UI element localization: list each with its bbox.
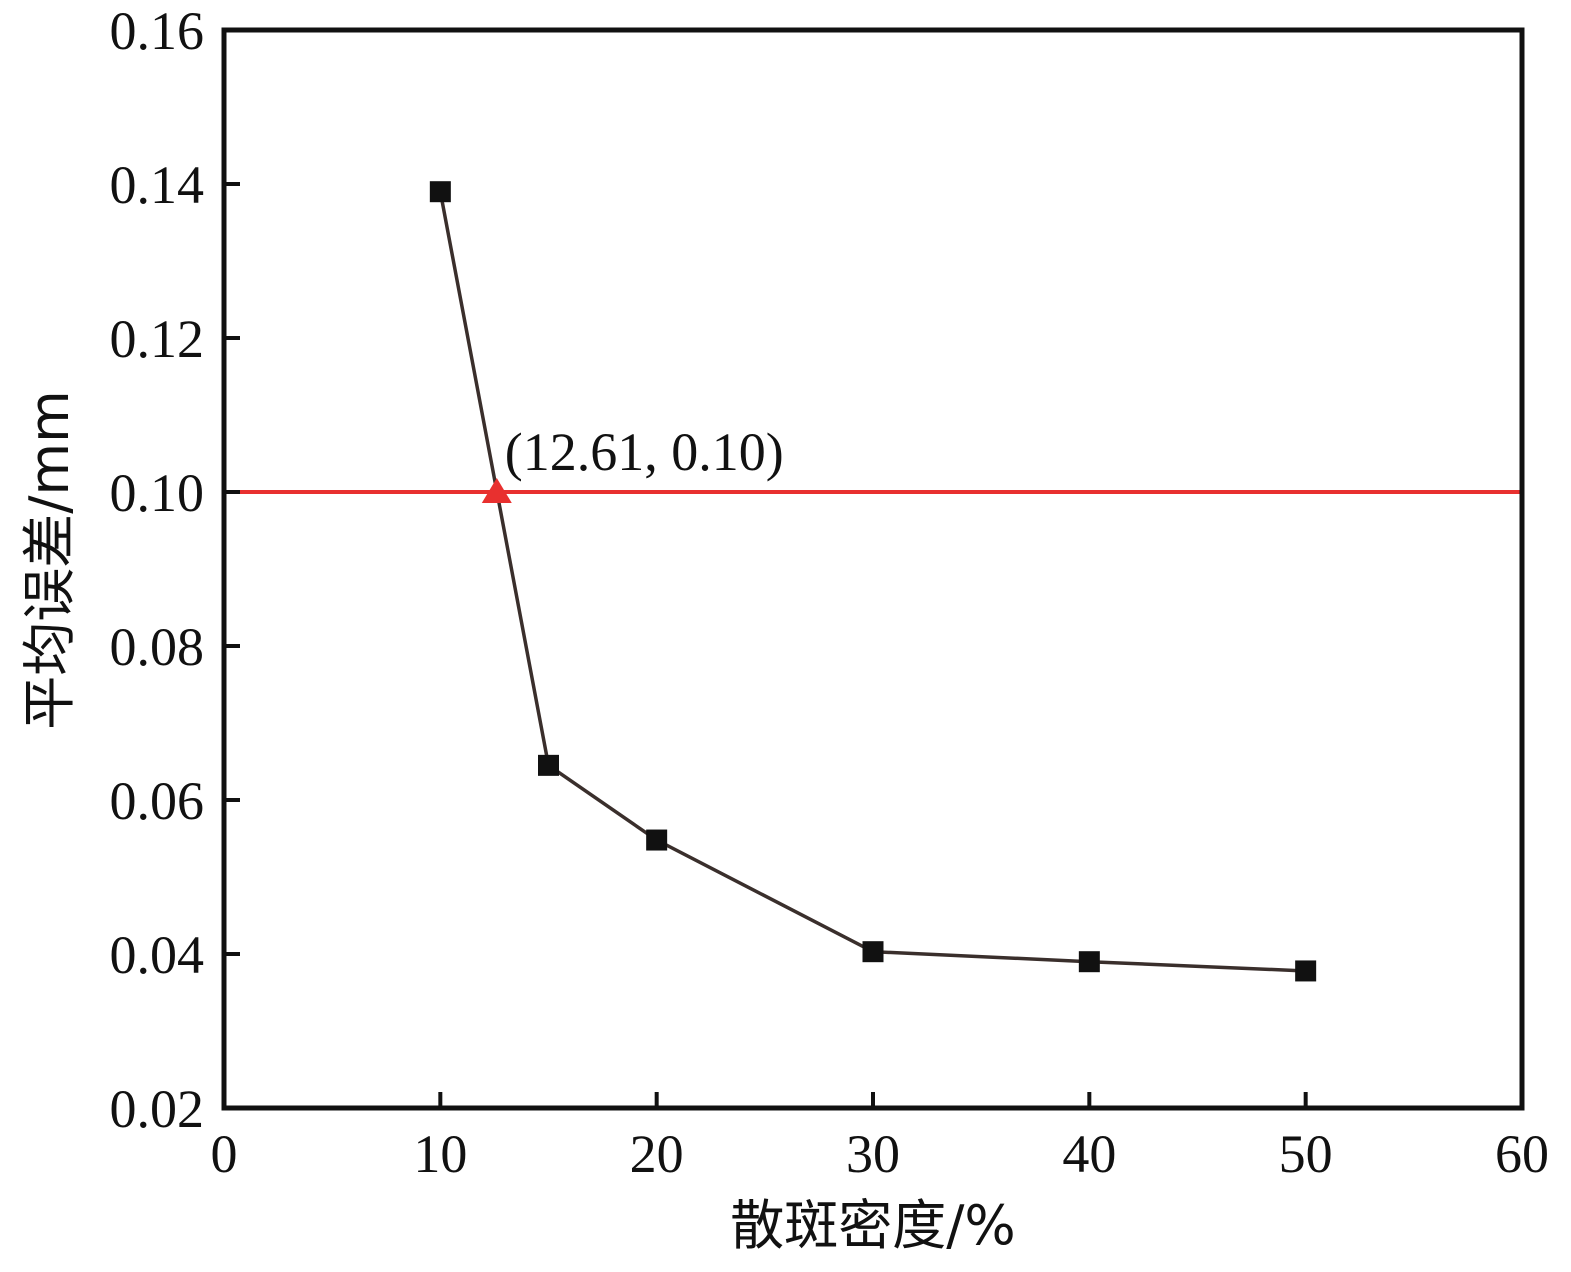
data-point — [538, 754, 559, 776]
y-tick-label: 0.14 — [110, 155, 205, 215]
x-tick-label: 10 — [413, 1124, 467, 1184]
y-tick-label: 0.12 — [110, 309, 205, 369]
y-axis-title: 平均误差/mm — [18, 390, 81, 729]
y-tick-label: 0.06 — [110, 771, 205, 831]
series-layer — [429, 181, 1317, 982]
annotation-label: (12.61, 0.10) — [505, 422, 784, 482]
x-tick-label: 50 — [1279, 1124, 1333, 1184]
data-point — [1078, 951, 1100, 973]
y-tick-label: 0.04 — [110, 925, 205, 985]
tick-layer: 0 10 20 30 40 50 60 0.02 0.04 0.06 0.08 0.10 0.12 0.1… — [110, 1, 1550, 1184]
x-tick-label: 30 — [846, 1124, 900, 1184]
y-tick-label: 0.16 — [110, 1, 205, 61]
y-tick-label: 0.10 — [110, 463, 205, 523]
x-tick-label: 20 — [630, 1124, 684, 1184]
intersection-marker — [481, 478, 512, 503]
data-point — [862, 941, 884, 963]
data-point — [429, 181, 451, 203]
x-tick-label: 0 — [211, 1124, 238, 1184]
x-tick-label: 40 — [1062, 1124, 1116, 1184]
data-point — [1295, 960, 1317, 982]
y-tick-label: 0.02 — [110, 1079, 205, 1139]
series-line — [438, 191, 1306, 973]
y-tick-label: 0.08 — [110, 617, 205, 677]
x-axis-title: 散斑密度/% — [730, 1194, 1016, 1257]
x-tick-label: 60 — [1495, 1124, 1549, 1184]
data-point — [646, 829, 668, 851]
